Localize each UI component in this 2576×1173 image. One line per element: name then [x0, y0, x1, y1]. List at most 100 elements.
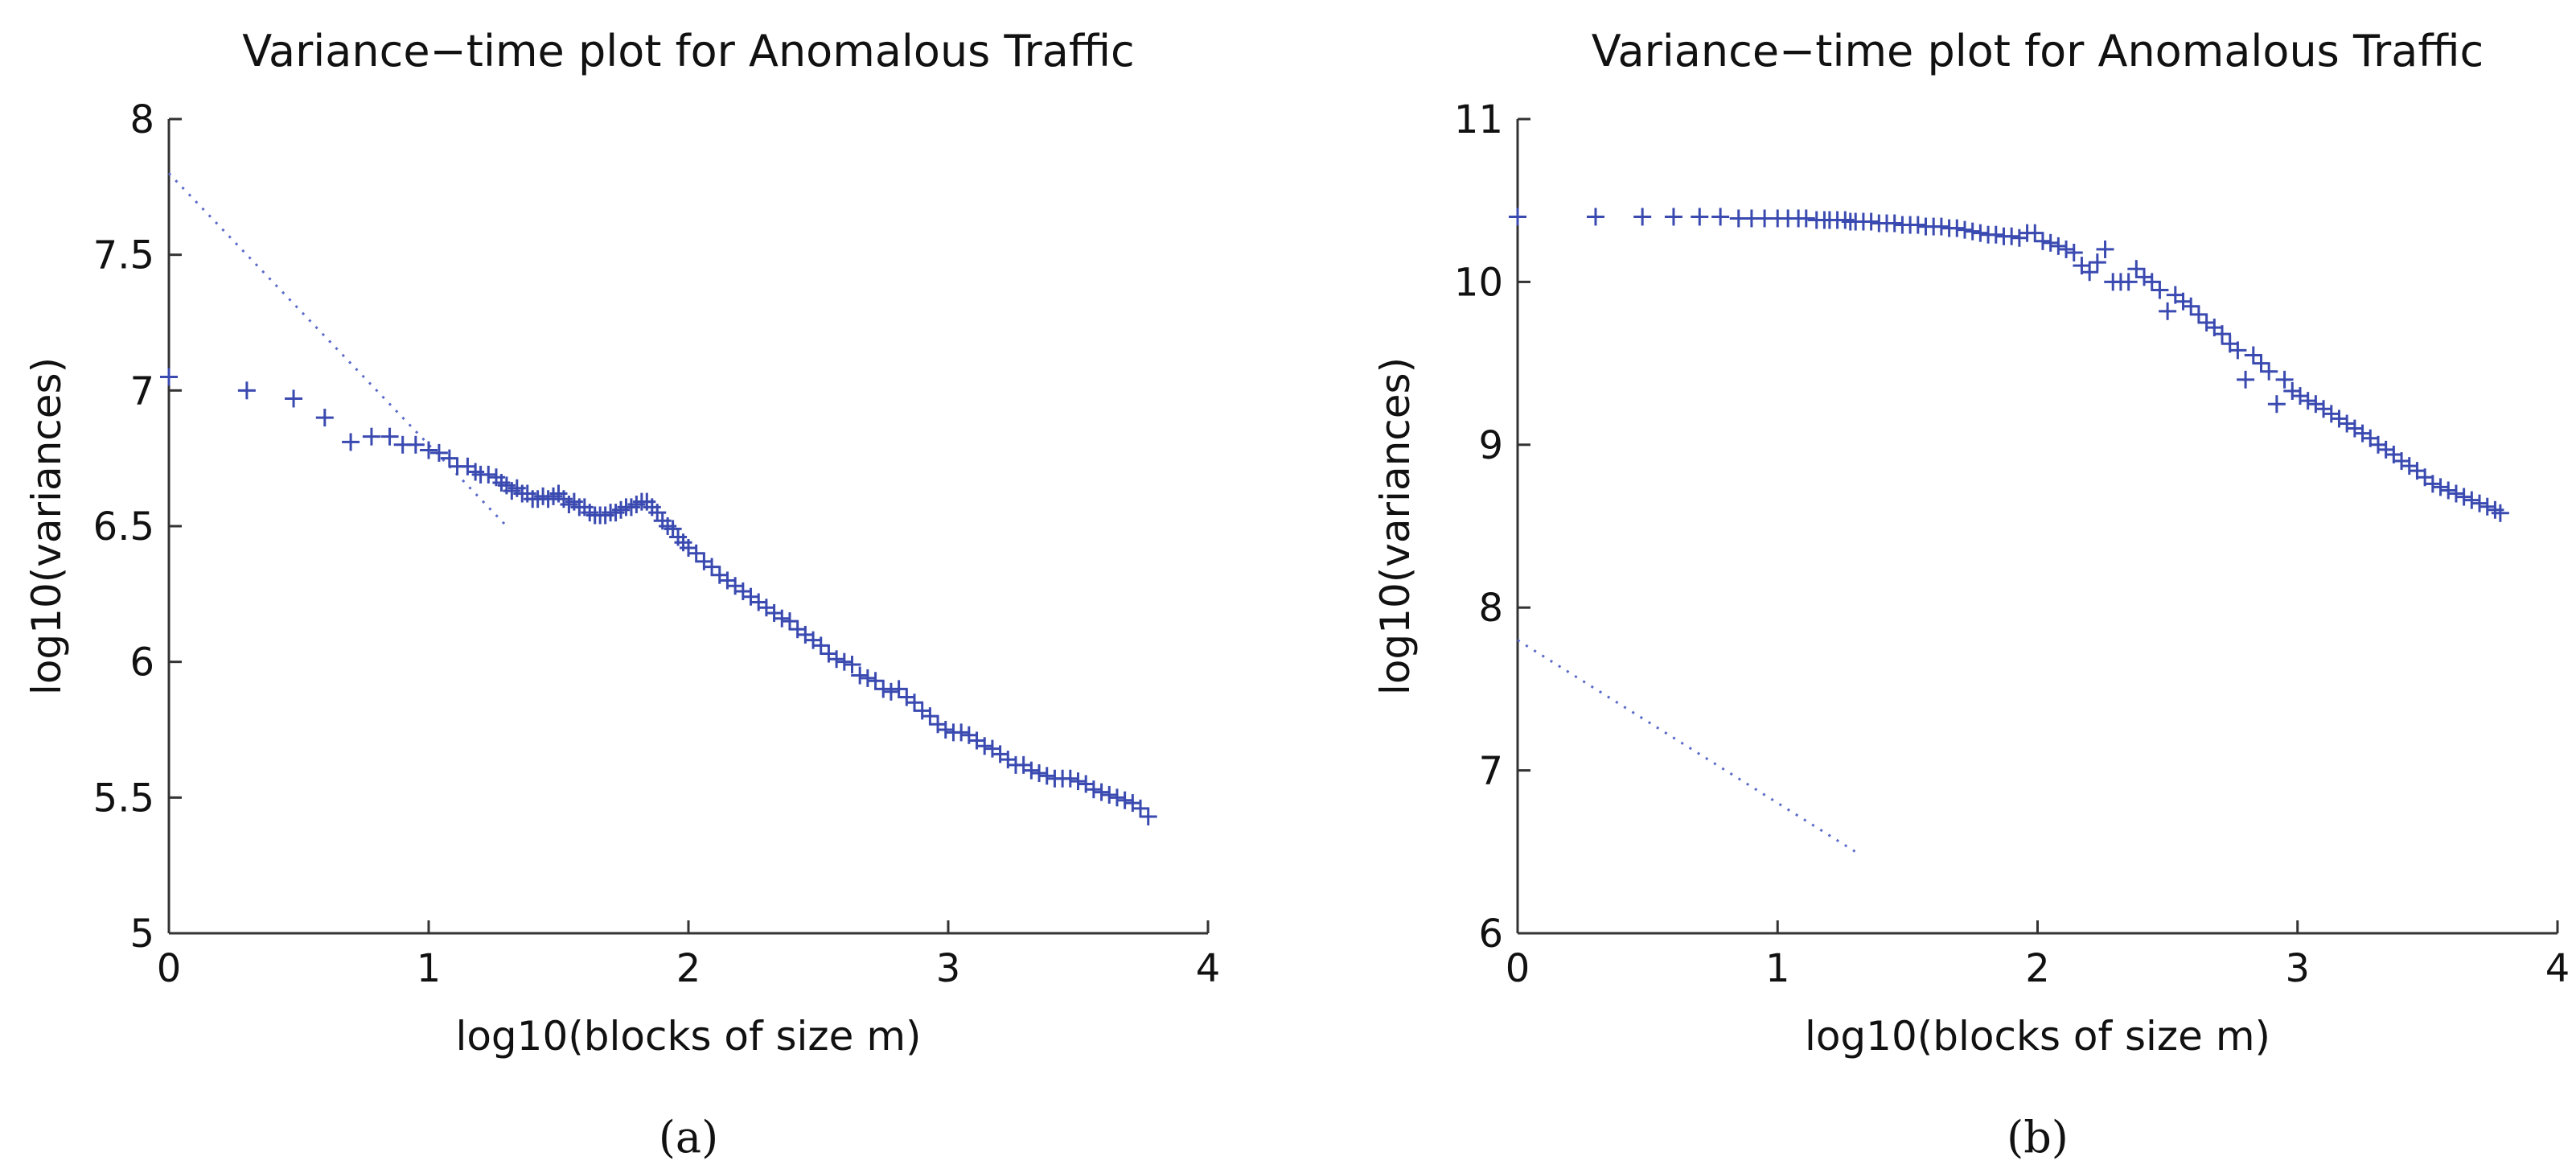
- data-point: [2088, 253, 2106, 272]
- data-point: [1955, 220, 1974, 239]
- data-point: [285, 389, 303, 408]
- data-point: [936, 721, 955, 739]
- data-point: [2338, 414, 2356, 433]
- data-point: [2463, 491, 2481, 509]
- reference-line: [167, 172, 507, 528]
- chart-panel-b: Variance−time plot for Anomalous Traffic…: [1372, 26, 2570, 1163]
- y-tick-label: 6.5: [93, 504, 154, 549]
- data-point: [1664, 208, 1682, 226]
- data-point: [921, 707, 939, 726]
- data-point: [2143, 273, 2161, 291]
- data-point: [2431, 478, 2450, 496]
- data-point: [2159, 302, 2177, 320]
- data-point: [1100, 785, 1119, 804]
- y-tick-label: 7: [1478, 749, 1503, 794]
- data-point: [811, 636, 830, 655]
- data-point: [2244, 346, 2262, 364]
- data-point: [2119, 273, 2138, 291]
- y-tick-label: 6: [1478, 912, 1503, 957]
- data-point: [2010, 228, 2028, 247]
- data-point: [2275, 370, 2294, 389]
- data-point: [2064, 243, 2083, 261]
- data-point: [2455, 488, 2473, 506]
- data-point: [440, 449, 458, 467]
- data-point: [858, 669, 877, 687]
- panel-caption: (b): [2007, 1112, 2069, 1163]
- data-point: [2127, 260, 2146, 278]
- data-point: [1862, 212, 1880, 231]
- data-point: [906, 694, 924, 712]
- data-point: [1092, 783, 1111, 801]
- x-tick-label: 1: [1765, 946, 1790, 991]
- y-tick-label: 9: [1478, 423, 1503, 468]
- data-point: [1908, 216, 1927, 234]
- x-tick-label: 4: [2545, 946, 2570, 991]
- data-point: [342, 433, 360, 451]
- data-point: [2400, 457, 2418, 475]
- data-point: [420, 441, 438, 459]
- data-point: [687, 544, 705, 562]
- chart-title: Variance−time plot for Anomalous Traffic: [1592, 26, 2484, 76]
- y-tick-label: 7: [129, 368, 154, 414]
- x-tick-label: 0: [157, 946, 182, 991]
- data-point: [874, 680, 893, 698]
- y-tick-label: 8: [1478, 586, 1503, 631]
- data-point: [1963, 222, 1982, 241]
- data-point: [2439, 481, 2458, 500]
- data-point: [1711, 208, 1730, 226]
- y-tick-label: 5.5: [93, 776, 154, 821]
- data-point: [2096, 240, 2114, 258]
- data-point: [237, 381, 256, 400]
- data-point: [2252, 354, 2270, 372]
- data-point: [1948, 219, 1966, 237]
- data-point: [2213, 325, 2232, 344]
- data-point: [881, 682, 900, 701]
- data-point: [773, 609, 791, 628]
- y-tick-label: 10: [1454, 260, 1503, 305]
- data-point: [1132, 799, 1150, 817]
- data-point: [1885, 214, 1904, 233]
- data-point: [2290, 387, 2309, 405]
- panel-caption: (a): [659, 1112, 718, 1163]
- data-point: [2057, 240, 2076, 258]
- y-tick-label: 11: [1454, 97, 1503, 142]
- data-point: [2345, 419, 2364, 438]
- x-tick-label: 3: [2285, 946, 2310, 991]
- data-point: [1115, 791, 1134, 809]
- data-point: [2315, 400, 2333, 418]
- x-tick-label: 2: [2025, 946, 2050, 991]
- data-point: [780, 612, 799, 631]
- data-point: [2229, 341, 2247, 360]
- data-point: [2267, 395, 2286, 414]
- data-point: [2189, 305, 2208, 323]
- data-point: [2003, 227, 2021, 245]
- data-point: [2307, 395, 2325, 414]
- chart-title: Variance−time plot for Anomalous Traffic: [242, 26, 1134, 76]
- data-point: [866, 672, 885, 690]
- data-point: [1061, 769, 1079, 788]
- data-point: [952, 723, 971, 742]
- data-point: [2182, 297, 2200, 315]
- data-point: [1030, 763, 1049, 782]
- data-point: [380, 427, 399, 446]
- data-point: [1022, 761, 1041, 780]
- data-point: [2041, 233, 2060, 252]
- data-point: [2151, 281, 2169, 299]
- data-point: [2237, 370, 2255, 389]
- x-tick-label: 2: [676, 946, 701, 991]
- y-axis-label: log10(variances): [23, 357, 70, 695]
- data-point: [1084, 780, 1103, 799]
- data-point: [406, 435, 425, 454]
- x-tick-label: 1: [417, 946, 442, 991]
- data-point: [851, 666, 869, 685]
- data-point: [1797, 209, 1815, 228]
- data-point: [889, 680, 908, 698]
- data-point: [976, 737, 994, 755]
- y-axis-label: log10(variances): [1372, 357, 1419, 695]
- data-point: [2330, 410, 2348, 428]
- data-point: [2471, 494, 2489, 512]
- data-point: [2423, 475, 2442, 493]
- x-axis-label: log10(blocks of size m): [455, 1013, 921, 1060]
- data-point: [479, 465, 498, 484]
